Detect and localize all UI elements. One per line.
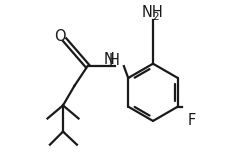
Text: O: O — [54, 29, 66, 44]
Text: F: F — [187, 113, 196, 128]
Text: N: N — [103, 52, 114, 67]
Text: H: H — [109, 53, 120, 68]
Text: 2: 2 — [153, 12, 159, 22]
Text: NH: NH — [142, 5, 163, 20]
